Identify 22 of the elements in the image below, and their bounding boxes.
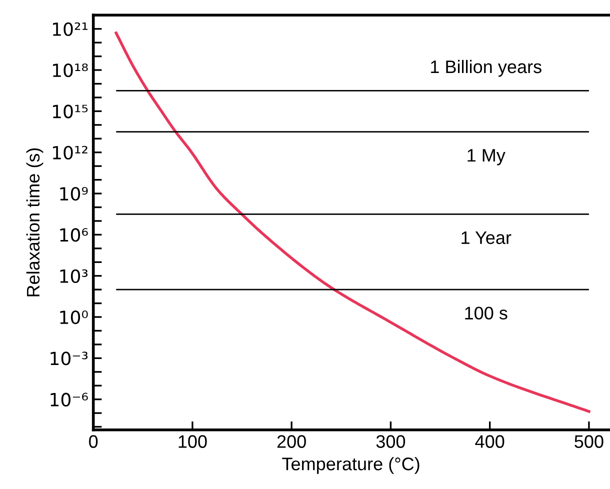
y-tick-label: 10⁻⁶: [50, 392, 88, 406]
y-axis-title: Relaxation time (s): [26, 148, 44, 296]
y-tick-label: 10³: [60, 269, 88, 283]
x-tick-label: 500: [574, 435, 604, 448]
y-tick-label: 10²¹: [53, 22, 88, 36]
ref-line-label: 1 Billion years: [431, 60, 542, 77]
ref-line-label: 1 My: [468, 149, 506, 166]
x-tick-label: 0: [89, 435, 98, 448]
y-tick-label: 10⁻³: [50, 352, 88, 366]
y-tick-label: 10¹⁸: [53, 64, 88, 78]
ref-line-label: 1 Year: [462, 231, 512, 244]
x-tick-label: 400: [475, 435, 504, 448]
x-axis-title: Temperature (°C): [282, 457, 420, 474]
x-tick-label: 100: [178, 435, 207, 448]
y-tick-label: 10⁹: [60, 186, 88, 201]
x-tick-label: 300: [376, 435, 406, 448]
y-tick-label: 10⁶: [60, 228, 88, 242]
y-tick-label: 10¹⁵: [53, 104, 88, 118]
y-tick-label: 10¹²: [53, 146, 88, 160]
ref-line-label: 100 s: [465, 306, 508, 320]
x-tick-label: 200: [277, 435, 306, 448]
y-tick-label: 10⁰: [60, 310, 88, 324]
